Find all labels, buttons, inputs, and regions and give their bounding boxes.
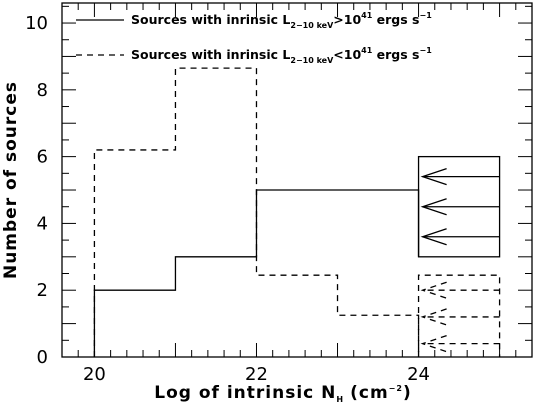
series-solid [93, 155, 501, 357]
axis-ticks [61, 3, 533, 358]
y-axis-title: Number of sources [1, 81, 21, 279]
legend-text-part: 41 [361, 46, 373, 55]
y-tick-label: 8 [37, 80, 48, 101]
series-dashed [93, 67, 501, 357]
upper-limit-arrowhead [420, 168, 447, 186]
legend-text-part: 2−10 keV [290, 21, 334, 30]
y-tick-label: 0 [37, 347, 48, 368]
histogram-step-line [93, 189, 420, 357]
x-axis-title-text: Log of intrinsic N [154, 383, 336, 403]
x-axis-title: Log of intrinsic NH (cm−2) [154, 383, 411, 403]
series-layer [93, 67, 501, 357]
legend-text-part: ergs s [372, 47, 419, 62]
upper-limit-arrowhead [420, 198, 447, 216]
upper-limit-arrowhead [420, 335, 447, 353]
upper-limit-box [417, 274, 501, 357]
x-axis-title-subscript: H [336, 395, 344, 403]
y-tick-label: 4 [37, 213, 48, 234]
legend-text-part: 2−10 keV [290, 56, 334, 65]
legend-text-part: <10 [333, 47, 361, 62]
legend-text-part: −1 [420, 11, 433, 20]
plot-frame [61, 2, 533, 358]
y-tick-label: 2 [37, 280, 48, 301]
legend-text-part: −1 [420, 46, 433, 55]
upper-limit-arrowhead [420, 228, 447, 246]
histogram-step-line [93, 67, 420, 357]
legend-label-dashed: Sources with inrinsic L2−10 keV<1041 erg… [131, 46, 432, 65]
legend-text-part: 41 [361, 11, 373, 20]
x-tick-label: 24 [407, 364, 430, 385]
x-tick-label: 22 [245, 364, 268, 385]
x-axis-title-units: (cm [350, 383, 389, 403]
upper-limit-arrowhead [420, 308, 447, 326]
legend-text-part: >10 [333, 12, 361, 27]
y-tick-label: 6 [37, 147, 48, 168]
legend-text-part: ergs s [372, 12, 419, 27]
legend-text-part: Sources with inrinsic L [131, 12, 290, 27]
legend: Sources with inrinsic L2−10 keV>1041 erg… [76, 11, 432, 65]
x-axis-title-units-close: ) [403, 383, 412, 403]
x-tick-label: 20 [83, 364, 106, 385]
y-tick-label: 10 [25, 13, 48, 34]
legend-label-solid: Sources with inrinsic L2−10 keV>1041 erg… [131, 11, 432, 30]
x-axis-title-units-exponent: −2 [389, 384, 403, 393]
legend-text-part: Sources with inrinsic L [131, 47, 290, 62]
plot-border [61, 2, 533, 358]
upper-limit-arrowhead [420, 281, 447, 299]
